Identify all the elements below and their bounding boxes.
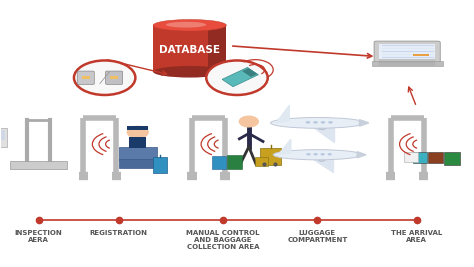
Polygon shape — [313, 159, 333, 172]
Ellipse shape — [166, 22, 206, 28]
FancyBboxPatch shape — [413, 54, 428, 56]
Ellipse shape — [318, 158, 325, 161]
Ellipse shape — [318, 127, 326, 130]
Circle shape — [313, 121, 318, 124]
Text: MANUAL CONTROL
AND BAGGAGE
COLLECTION AREA: MANUAL CONTROL AND BAGGAGE COLLECTION AR… — [186, 230, 260, 250]
FancyBboxPatch shape — [119, 147, 156, 160]
Circle shape — [128, 126, 148, 138]
FancyBboxPatch shape — [0, 128, 7, 147]
Text: DATABASE: DATABASE — [159, 45, 220, 55]
FancyBboxPatch shape — [255, 157, 268, 166]
Circle shape — [206, 60, 268, 95]
FancyBboxPatch shape — [444, 152, 460, 164]
FancyBboxPatch shape — [82, 76, 90, 79]
Circle shape — [306, 153, 310, 155]
FancyBboxPatch shape — [10, 161, 67, 169]
Circle shape — [328, 153, 332, 155]
FancyBboxPatch shape — [77, 71, 94, 84]
FancyBboxPatch shape — [154, 157, 167, 172]
FancyBboxPatch shape — [128, 126, 148, 129]
FancyBboxPatch shape — [379, 44, 435, 59]
Polygon shape — [357, 152, 366, 158]
FancyBboxPatch shape — [404, 152, 419, 162]
Text: LUGGAGE
COMPARTMENT: LUGGAGE COMPARTMENT — [287, 230, 347, 244]
Circle shape — [74, 60, 136, 95]
FancyBboxPatch shape — [374, 41, 440, 62]
FancyBboxPatch shape — [227, 155, 242, 168]
FancyBboxPatch shape — [153, 25, 227, 72]
Polygon shape — [242, 68, 257, 77]
Text: THE ARRIVAL
AREA: THE ARRIVAL AREA — [391, 230, 442, 244]
FancyBboxPatch shape — [260, 148, 282, 164]
FancyBboxPatch shape — [0, 129, 5, 140]
Ellipse shape — [271, 117, 364, 128]
FancyBboxPatch shape — [106, 71, 123, 84]
FancyBboxPatch shape — [110, 76, 118, 79]
FancyBboxPatch shape — [428, 152, 443, 163]
FancyBboxPatch shape — [129, 138, 146, 148]
Polygon shape — [222, 68, 258, 87]
Text: INSPECTION
AERA: INSPECTION AERA — [15, 230, 63, 244]
FancyBboxPatch shape — [119, 159, 156, 168]
Text: REGISTRATION: REGISTRATION — [90, 230, 148, 237]
Polygon shape — [313, 127, 334, 142]
Circle shape — [321, 121, 325, 124]
Circle shape — [320, 153, 325, 155]
Circle shape — [239, 116, 258, 127]
FancyBboxPatch shape — [372, 61, 443, 66]
Circle shape — [306, 121, 310, 124]
Ellipse shape — [153, 66, 227, 77]
Polygon shape — [359, 120, 369, 126]
Polygon shape — [276, 105, 289, 123]
Ellipse shape — [153, 19, 227, 31]
Circle shape — [328, 121, 333, 124]
Polygon shape — [278, 139, 291, 155]
FancyBboxPatch shape — [208, 25, 227, 72]
FancyBboxPatch shape — [212, 156, 226, 168]
FancyBboxPatch shape — [413, 152, 428, 163]
Ellipse shape — [273, 150, 362, 160]
Circle shape — [313, 153, 318, 155]
